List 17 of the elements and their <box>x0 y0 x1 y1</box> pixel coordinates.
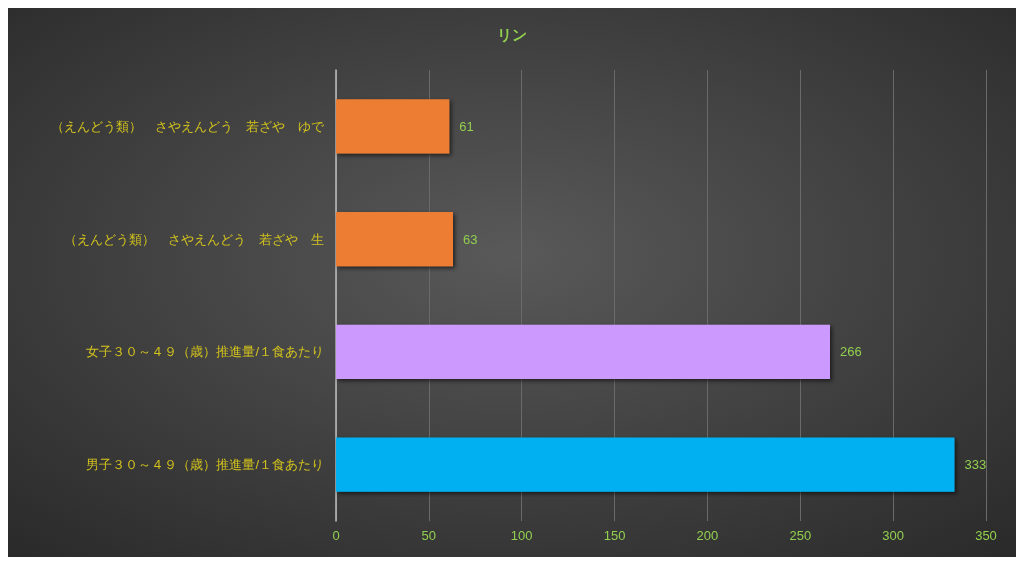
y-tick-label: 女子３０～４９（歳）推進量/１食あたり <box>86 344 324 360</box>
chart-title: リン <box>497 26 527 43</box>
x-tick-label: 0 <box>332 528 340 543</box>
x-tick-label: 100 <box>510 528 533 543</box>
data-label: 61 <box>459 118 474 134</box>
y-tick-label: （えんどう類） さやえんどう 若ざや ゆで <box>51 118 325 134</box>
y-tick-label: 男子３０～４９（歳）推進量/１食あたり <box>86 457 324 473</box>
data-label: 266 <box>840 344 862 360</box>
x-tick-label: 50 <box>421 528 437 543</box>
x-tick-label: 150 <box>603 528 626 543</box>
x-tick-label: 300 <box>882 528 904 543</box>
y-tick-label: （えんどう類） さやえんどう 若ざや 生 <box>64 231 324 247</box>
x-tick-label: 200 <box>696 528 719 543</box>
x-tick-label: 350 <box>975 528 997 543</box>
data-label: 333 <box>964 457 987 473</box>
data-label: 63 <box>463 231 478 247</box>
x-tick-label: 250 <box>789 528 812 543</box>
